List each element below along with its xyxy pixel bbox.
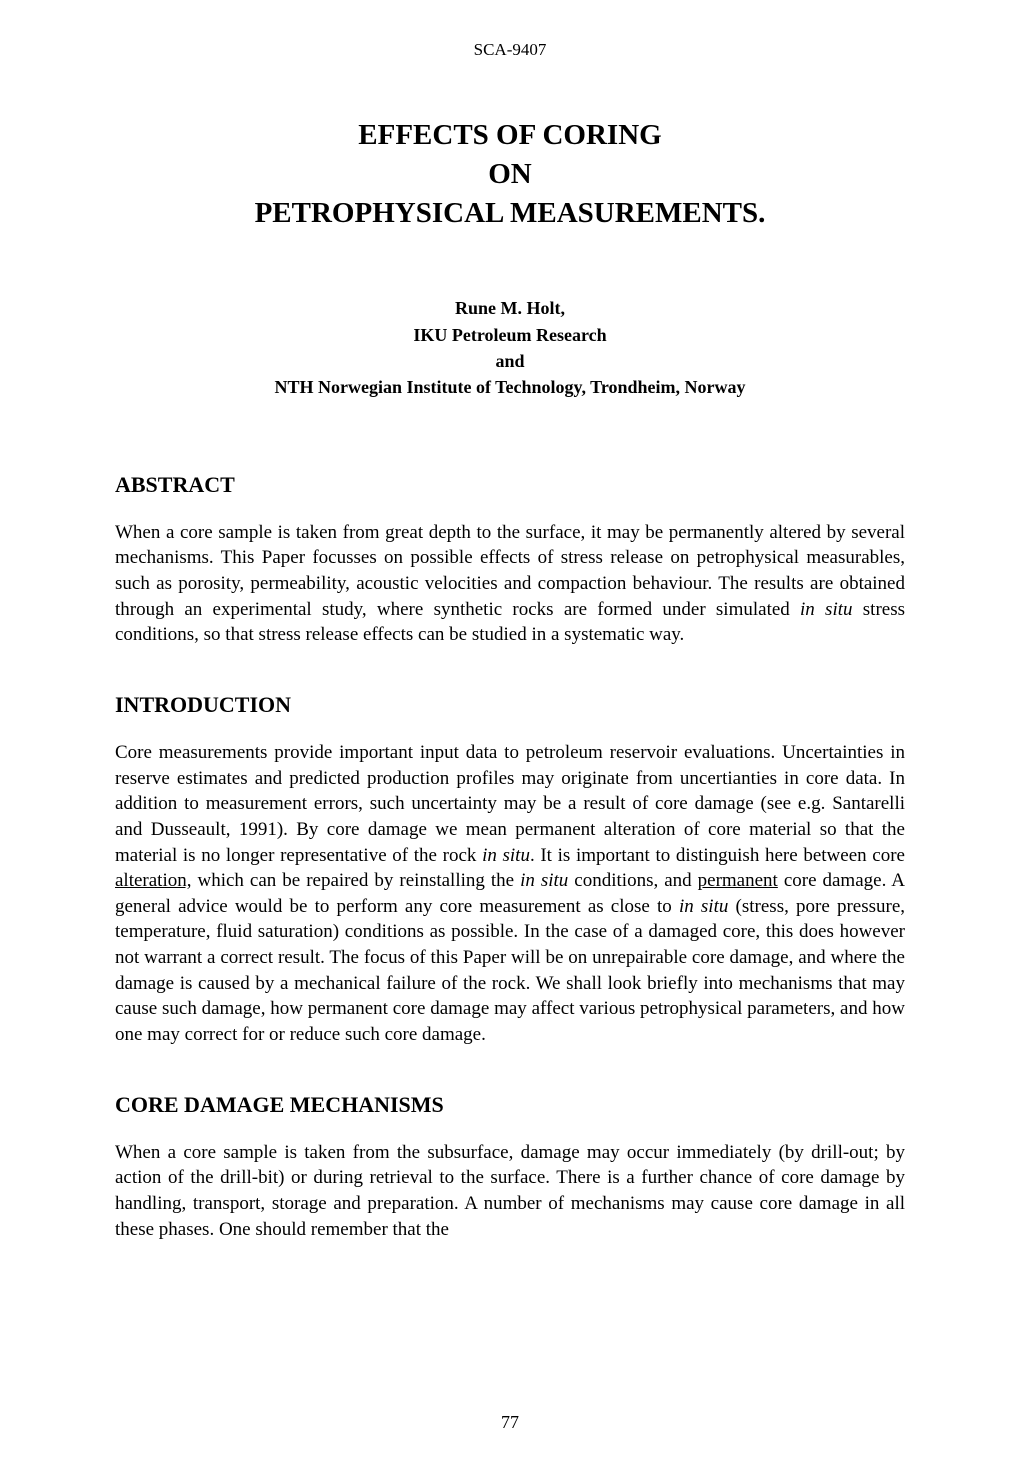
paper-title: EFFECTS OF CORING ON PETROPHYSICAL MEASU… bbox=[115, 116, 905, 233]
affiliation-1: IKU Petroleum Research bbox=[115, 322, 905, 348]
abstract-text-a: When a core sample is taken from great d… bbox=[115, 522, 905, 620]
affiliation-2: NTH Norwegian Institute of Technology, T… bbox=[115, 374, 905, 400]
intro-italic-2: in situ bbox=[520, 870, 568, 891]
intro-text-f: (stress, pore pressure, temperature, flu… bbox=[115, 896, 905, 1045]
page-number: 77 bbox=[0, 1412, 1020, 1433]
document-id: SCA-9407 bbox=[115, 40, 905, 60]
mechanisms-paragraph: When a core sample is taken from the sub… bbox=[115, 1140, 905, 1243]
abstract-paragraph: When a core sample is taken from great d… bbox=[115, 520, 905, 648]
intro-italic-1: in situ bbox=[482, 845, 530, 866]
title-line-2: ON bbox=[115, 155, 905, 194]
title-line-3: PETROPHYSICAL MEASUREMENTS. bbox=[115, 194, 905, 233]
intro-text-b: . It is important to distinguish here be… bbox=[530, 845, 905, 866]
byline-connector: and bbox=[115, 348, 905, 374]
intro-underline-1: alteration, bbox=[115, 870, 192, 891]
heading-mechanisms: CORE DAMAGE MECHANISMS bbox=[115, 1092, 905, 1118]
page: SCA-9407 EFFECTS OF CORING ON PETROPHYSI… bbox=[0, 0, 1020, 1461]
intro-underline-2: permanent bbox=[698, 870, 778, 891]
author-name: Rune M. Holt, bbox=[115, 295, 905, 321]
abstract-italic-1: in situ bbox=[800, 599, 852, 620]
title-line-1: EFFECTS OF CORING bbox=[115, 116, 905, 155]
heading-introduction: INTRODUCTION bbox=[115, 692, 905, 718]
heading-abstract: ABSTRACT bbox=[115, 472, 905, 498]
intro-text-d: conditions, and bbox=[568, 870, 697, 891]
introduction-paragraph: Core measurements provide important inpu… bbox=[115, 740, 905, 1048]
byline: Rune M. Holt, IKU Petroleum Research and… bbox=[115, 295, 905, 399]
intro-text-c: which can be repaired by reinstalling th… bbox=[192, 870, 521, 891]
intro-italic-3: in situ bbox=[679, 896, 728, 917]
